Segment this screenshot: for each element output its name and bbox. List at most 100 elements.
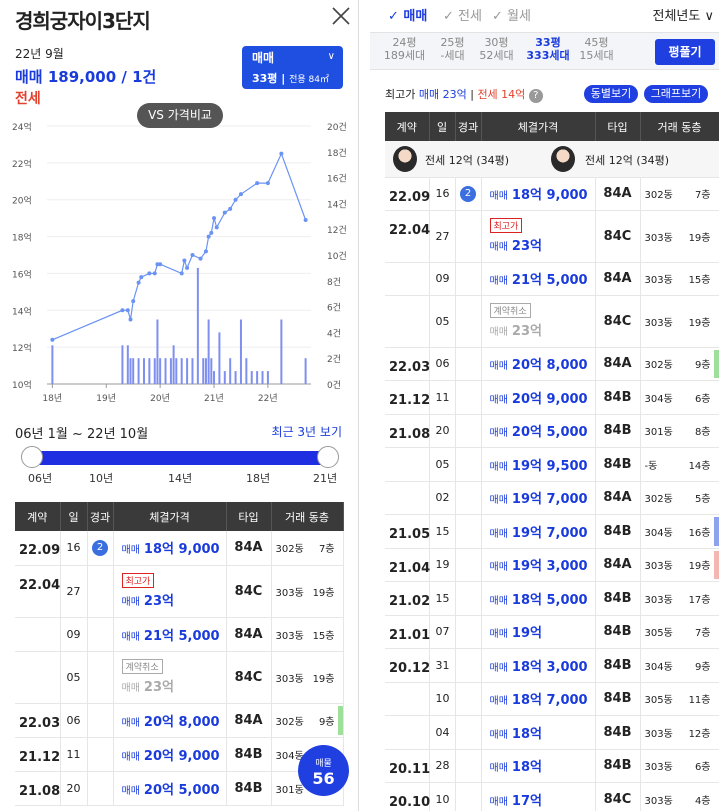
type-size-selector[interactable]: 매매 ∨ 33평 | 전용 84㎡: [242, 46, 343, 89]
table-row[interactable]: 09 매매 21억 5,000 84A 303동 15층: [15, 617, 344, 652]
slider-start-handle[interactable]: [21, 446, 43, 468]
table-row[interactable]: 04 매매 18억 84B 303동 12층: [385, 715, 719, 750]
bar-marker: [713, 550, 719, 579]
table-row[interactable]: 05 매매 19억 9,500 84B -동 14층: [385, 447, 719, 482]
close-icon[interactable]: [330, 5, 352, 27]
dong-floor: 304동 9층: [640, 648, 719, 683]
slider-label: 18년: [246, 472, 271, 485]
volume-bar: [210, 358, 213, 384]
unit-type: 84A: [595, 548, 641, 582]
elapsed: [87, 771, 114, 806]
y-tick-label: 18억: [12, 232, 32, 244]
price-value: 20억 8,000: [511, 358, 588, 374]
trade-day: 09: [429, 262, 456, 296]
floor: 17층: [688, 594, 711, 606]
tab-sale[interactable]: ✓ 매매: [388, 9, 428, 24]
bar-marker: [337, 705, 343, 735]
table-row[interactable]: 21.02 15 매매 18억 5,000 84B 303동 17층: [385, 581, 719, 616]
table-row[interactable]: 05 계약취소 매매 23억 84C 303동 19층: [15, 651, 344, 704]
price-cell: 매매 20억 9,000: [113, 737, 227, 772]
contract-date: 20.10: [385, 782, 430, 811]
volume-bar: [207, 319, 210, 384]
price-point: [139, 275, 144, 280]
tab-jeonse[interactable]: ✓ 전세: [443, 9, 482, 24]
price-value: 18억 5,000: [511, 592, 588, 608]
price-cell: 최고가 매매 23억: [481, 210, 596, 263]
floor: 15층: [688, 275, 711, 287]
contract-date: 22.03: [385, 347, 430, 381]
table-row[interactable]: 22.04 27 최고가 매매 23억 84C 303동 19층: [15, 565, 344, 618]
period-slider-track[interactable]: [32, 451, 328, 465]
dong-floor: 303동 19층: [271, 565, 344, 618]
pyeong-tab-25[interactable]: 25평 -세대: [440, 36, 465, 62]
pyeong-tab-45[interactable]: 45평 15세대: [579, 36, 614, 62]
table-row[interactable]: 22.09 16 2 매매 18억 9,000 84A 302동 7층: [385, 177, 719, 211]
price-cell: 계약취소 매매 23억: [113, 651, 227, 704]
trade-day: 20: [429, 414, 456, 448]
pyeong-tab-33[interactable]: 33평 333세대: [526, 36, 570, 62]
elapsed: [455, 514, 482, 549]
table-row[interactable]: 09 매매 21억 5,000 84A 303동 15층: [385, 262, 719, 296]
table-row[interactable]: 20.10 10 매매 17억 84C 303동 4층: [385, 782, 719, 811]
floor: 19층: [312, 587, 335, 599]
unit-type: 84C: [226, 565, 272, 618]
contract-date: 21.12: [385, 380, 430, 415]
price-cell: 매매 20억 5,000: [113, 771, 227, 806]
vs-compare-button[interactable]: VS 가격비교: [137, 103, 223, 128]
table-row[interactable]: 22.09 16 2 매매 18억 9,000 84A 302동 7층: [15, 531, 344, 566]
table-row[interactable]: 20.11 28 매매 18억 84B 303동 6층: [385, 749, 719, 783]
price-value: 19억 7,000: [511, 525, 588, 541]
trade-day: 06: [429, 347, 456, 381]
graph-view-button[interactable]: 그래프보기: [644, 85, 708, 103]
dong-floor: 303동 19층: [271, 651, 344, 704]
unit-type: 84A: [226, 617, 272, 652]
table-row[interactable]: 02 매매 19억 7,000 84A 302동 5층: [385, 481, 719, 515]
y-tick-label: 10억: [12, 379, 32, 391]
price-cell: 매매 19억: [481, 615, 596, 649]
trade-day: 06: [60, 703, 88, 738]
price-point: [206, 234, 211, 239]
table-row[interactable]: 21.04 19 매매 19억 3,000 84A 303동 19층: [385, 548, 719, 582]
unit-type: 84B: [595, 749, 641, 783]
volume-bar: [229, 358, 232, 384]
table-row[interactable]: 20.12 31 매매 18억 3,000 84B 304동 9층: [385, 648, 719, 683]
deal-kind: 매매: [489, 242, 508, 254]
trade-day: 10: [429, 782, 456, 811]
contract-date: [385, 715, 430, 750]
year-select[interactable]: 전체년도 ∨: [652, 9, 715, 24]
listings-fab[interactable]: 매물 56: [298, 745, 349, 796]
recent-3yr-link[interactable]: 최근 3년 보기: [271, 425, 342, 439]
pyeong-tab-24[interactable]: 24평 189세대: [383, 36, 426, 62]
badge-type: 매매: [252, 51, 275, 65]
elapsed: [87, 737, 114, 772]
price-cell: 매매 20억 8,000: [113, 703, 227, 738]
table-row[interactable]: 22.04 27 최고가 매매 23억 84C 303동 19층: [385, 210, 719, 263]
contract-date: [385, 682, 430, 716]
col-header: 체결가격: [481, 112, 596, 141]
table-row[interactable]: 22.03 06 매매 20억 8,000 84A 302동 9층: [15, 703, 344, 738]
pyeong-tab-30[interactable]: 30평 52세대: [479, 36, 514, 62]
table-row[interactable]: 05 계약취소 매매 23억 84C 303동 19층: [385, 295, 719, 348]
info-icon[interactable]: ?: [528, 89, 543, 103]
table-row[interactable]: 21.05 15 매매 19억 7,000 84B 304동 16층: [385, 514, 719, 549]
slider-end-handle[interactable]: [317, 446, 339, 468]
dong-view-button[interactable]: 동별보기: [584, 85, 638, 103]
price-value: 19억 7,000: [511, 492, 588, 508]
contract-date: 21.12: [15, 737, 61, 772]
tab-monthly[interactable]: ✓ 월세: [492, 9, 531, 24]
price-cell: 계약취소 매매 23억: [481, 295, 596, 348]
table-row[interactable]: 22.03 06 매매 20억 8,000 84A 302동 9층: [385, 347, 719, 381]
pyeong-button[interactable]: 평풀기: [655, 39, 715, 65]
contract-date: [15, 651, 61, 704]
price-cell: 매매 20억 9,000: [481, 380, 596, 415]
unit-type: 84A: [226, 703, 272, 738]
table-row[interactable]: 10 매매 18억 7,000 84B 305동 11층: [385, 682, 719, 716]
floor: 15층: [312, 630, 335, 642]
table-row[interactable]: 21.01 07 매매 19억 84B 305동 7층: [385, 615, 719, 649]
deal-kind: 매매: [489, 276, 508, 288]
floor: 14층: [688, 460, 711, 472]
